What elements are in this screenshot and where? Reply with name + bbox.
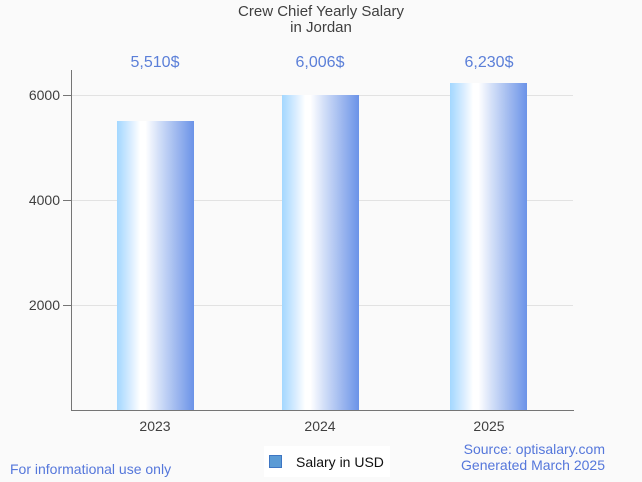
y-tick-6000 [63,95,71,96]
y-tick-4000 [63,200,71,201]
y-axis-label-2000: 2000 [28,297,60,313]
bar-value-label-2023: 5,510$ [130,54,180,71]
generated-date: Generated March 2025 [461,457,605,473]
y-axis-label-6000: 6000 [28,87,60,103]
disclaimer-text: For informational use only [10,461,172,477]
legend-marker-icon [269,455,282,468]
bar-value-label-2025: 6,230$ [464,54,514,71]
legend: Salary in USD [264,446,390,477]
chart-title: Crew Chief Yearly Salary in Jordan [0,4,642,36]
bar-2023 [117,121,194,410]
x-axis-label-2024: 2024 [304,418,336,434]
chart-title-line2: in Jordan [290,19,352,36]
bar-2024 [282,95,359,410]
x-axis-label-2025: 2025 [473,418,505,434]
x-axis-label-2023: 2023 [139,418,171,434]
legend-label: Salary in USD [296,453,384,470]
y-axis-label-4000: 4000 [28,192,60,208]
x-axis-line [71,410,574,411]
y-axis-line [71,70,72,411]
y-tick-2000 [63,305,71,306]
bar-2025 [450,83,527,410]
chart-title-line1: Crew Chief Yearly Salary [238,3,404,20]
bar-value-label-2024: 6,006$ [295,54,345,71]
source-link[interactable]: Source: optisalary.com [463,441,605,457]
source-block: Source: optisalary.com Generated March 2… [461,441,605,473]
